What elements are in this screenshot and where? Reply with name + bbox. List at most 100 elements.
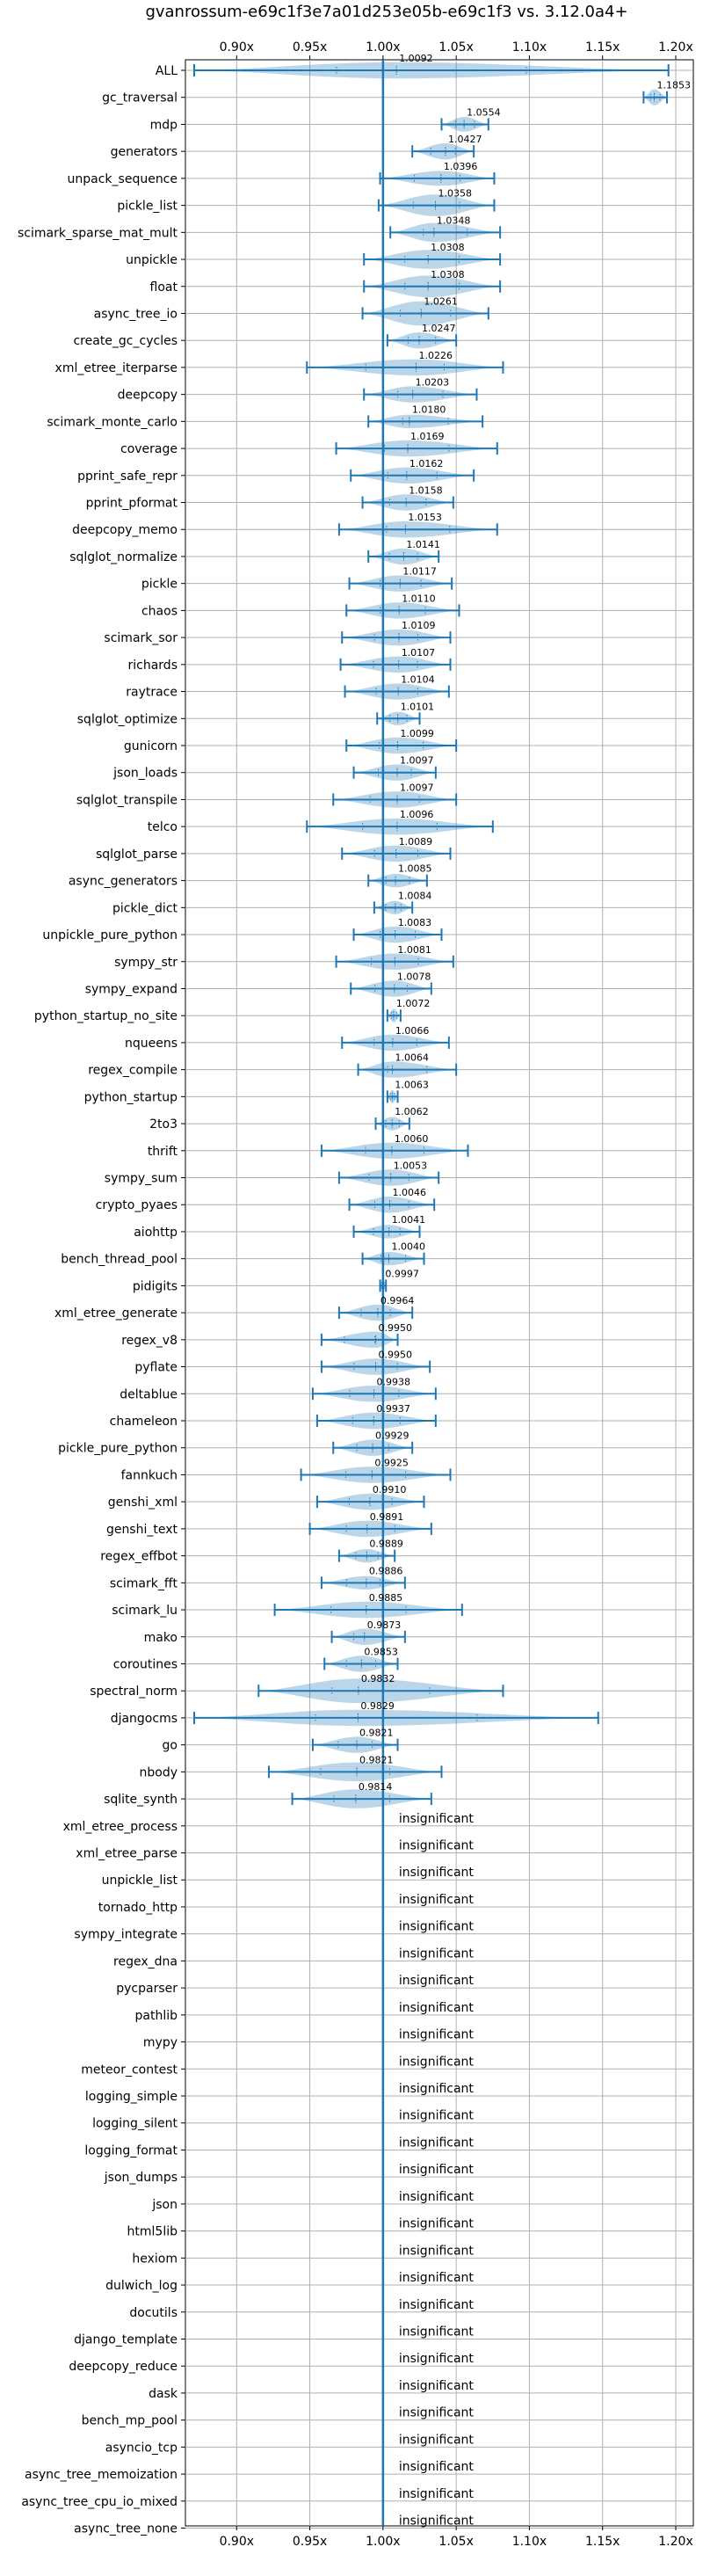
value-label: 1.0261 <box>424 295 457 307</box>
x-tick-label-top: 1.10x <box>512 40 547 55</box>
benchmark-name: go <box>163 1739 178 1753</box>
value-label: 1.0053 <box>394 1161 428 1172</box>
value-label: 1.0348 <box>437 215 471 226</box>
insignificant-label: insignificant <box>399 2001 475 2015</box>
benchmark-name: pickle_pure_python <box>58 1442 178 1456</box>
benchmark-name: deepcopy <box>118 389 178 403</box>
benchmark-name: docutils <box>129 2306 178 2320</box>
value-label: 0.9891 <box>370 1511 404 1523</box>
value-label: 1.0169 <box>410 431 445 442</box>
benchmark-name: sqlglot_optimize <box>77 712 178 726</box>
benchmark-name: xml_etree_iterparse <box>55 361 178 375</box>
benchmark-name: sqlglot_transpile <box>76 793 178 807</box>
benchmark-name: xml_etree_parse <box>76 1847 178 1861</box>
benchmark-name: logging_simple <box>85 2090 178 2104</box>
benchmark-name: pprint_pformat <box>86 497 178 511</box>
value-label: 1.0358 <box>438 188 472 200</box>
benchmark-name: raytrace <box>126 686 178 700</box>
insignificant-label: insignificant <box>399 2379 475 2393</box>
benchmark-name: 2to3 <box>149 1117 178 1132</box>
value-label: 1.0226 <box>419 350 453 361</box>
value-label: 1.0109 <box>402 620 436 631</box>
value-label: 1.0308 <box>431 269 465 280</box>
x-tick-label-bottom: 1.15x <box>585 2535 620 2549</box>
benchmark-name: xml_etree_process <box>63 1820 178 1834</box>
value-label: 1.0060 <box>395 1133 429 1145</box>
benchmark-name: django_template <box>74 2332 178 2347</box>
value-label: 1.0097 <box>400 782 434 793</box>
value-label: 0.9821 <box>359 1754 394 1765</box>
x-tick-label-bottom: 0.95x <box>293 2535 327 2549</box>
value-label: 0.9997 <box>385 1268 419 1279</box>
benchmark-name: scimark_fft <box>110 1576 178 1590</box>
benchmark-name: sympy_expand <box>85 982 178 996</box>
benchmark-name: pickle_dict <box>112 901 178 915</box>
value-label: 1.0110 <box>402 593 436 604</box>
value-label: 1.0081 <box>397 944 431 956</box>
value-label: 1.0141 <box>406 539 440 550</box>
benchmark-name: deltablue <box>120 1387 178 1401</box>
benchmark-name: deepcopy_memo <box>72 523 178 537</box>
x-tick-label-bottom: 0.90x <box>220 2535 254 2549</box>
benchmark-name: dulwich_log <box>105 2279 178 2293</box>
value-label: 0.9814 <box>359 1781 393 1793</box>
x-tick-label-bottom: 1.00x <box>366 2535 400 2549</box>
benchmark-name: spectral_norm <box>90 1685 178 1699</box>
benchmark-name: pyflate <box>134 1361 178 1375</box>
benchmark-name: thrift <box>148 1145 178 1159</box>
benchmark-name: richards <box>128 659 178 673</box>
x-tick-label-top: 0.90x <box>220 40 254 55</box>
value-label: 1.0041 <box>392 1214 426 1226</box>
value-label: 1.0427 <box>448 134 482 145</box>
value-label: 1.0247 <box>422 323 456 334</box>
benchmark-name: regex_effbot <box>100 1550 178 1564</box>
value-label: 1.0062 <box>395 1106 429 1117</box>
benchmark-name: gunicorn <box>124 739 178 753</box>
benchmark-name: gc_traversal <box>102 91 178 106</box>
value-label: 0.9821 <box>359 1728 394 1739</box>
value-label: 1.1853 <box>657 80 692 91</box>
benchmark-name: html5lib <box>127 2225 178 2239</box>
insignificant-label: insignificant <box>399 1974 475 1988</box>
benchmark-name: async_generators <box>69 875 178 889</box>
value-label: 1.0096 <box>400 809 434 820</box>
value-label: 1.0158 <box>409 485 443 497</box>
value-label: 1.0162 <box>409 458 444 469</box>
benchmark-name: regex_dna <box>113 1954 178 1968</box>
benchmark-name: async_tree_none <box>74 2522 178 2536</box>
insignificant-label: insignificant <box>399 1947 475 1961</box>
benchmark-name: async_tree_memoization <box>25 2468 178 2482</box>
x-tick-label-bottom: 1.20x <box>658 2535 692 2549</box>
value-label: 1.0084 <box>398 890 432 901</box>
chart-title: gvanrossum-e69c1f3e7a01d253e05b-e69c1f3 … <box>145 3 627 21</box>
value-label: 1.0308 <box>431 242 465 253</box>
value-label: 1.0083 <box>398 917 432 928</box>
benchmark-name: chameleon <box>110 1415 178 1429</box>
insignificant-label: insignificant <box>399 1920 475 1934</box>
insignificant-label: insignificant <box>399 2352 475 2366</box>
value-label: 0.9929 <box>375 1430 409 1442</box>
benchmark-name: telco <box>148 820 178 834</box>
benchmark-name: coverage <box>120 442 178 456</box>
value-label: 0.9885 <box>369 1592 403 1604</box>
insignificant-label: insignificant <box>399 2271 475 2285</box>
value-label: 1.0396 <box>444 161 478 172</box>
x-tick-label-top: 1.05x <box>438 40 473 55</box>
insignificant-label: insignificant <box>399 1866 475 1880</box>
benchmark-name: scimark_monte_carlo <box>47 415 178 429</box>
benchmark-name: unpickle_list <box>102 1874 178 1888</box>
benchmark-name: python_startup_no_site <box>34 1009 178 1023</box>
benchmark-name: async_tree_io <box>94 307 178 321</box>
benchmark-name: ALL <box>156 64 178 78</box>
insignificant-label: insignificant <box>399 2109 475 2123</box>
insignificant-label: insignificant <box>399 2028 475 2042</box>
insignificant-label: insignificant <box>399 2406 475 2420</box>
benchmark-name: sympy_integrate <box>74 1928 178 1942</box>
value-label: 1.0107 <box>402 647 436 659</box>
benchmark-name: nqueens <box>125 1037 178 1051</box>
benchmark-name: pprint_safe_repr <box>77 469 178 484</box>
benchmark-name: mako <box>144 1631 178 1645</box>
benchmark-name: async_tree_cpu_io_mixed <box>21 2495 178 2509</box>
benchmark-name: unpickle <box>126 253 178 267</box>
